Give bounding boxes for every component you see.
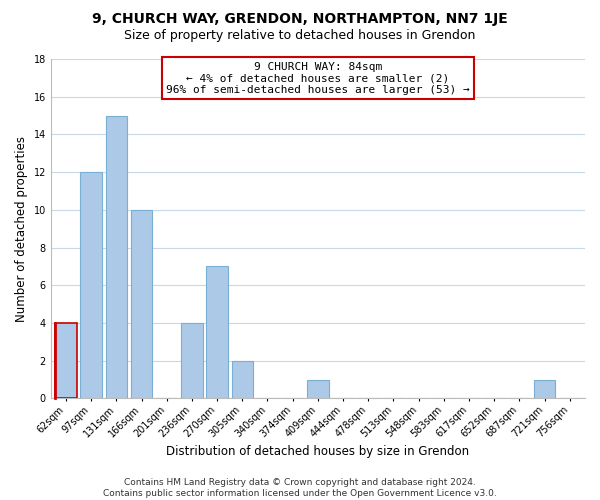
Bar — [181, 323, 203, 398]
Text: 9, CHURCH WAY, GRENDON, NORTHAMPTON, NN7 1JE: 9, CHURCH WAY, GRENDON, NORTHAMPTON, NN7… — [92, 12, 508, 26]
Bar — [232, 361, 253, 399]
Bar — [106, 116, 127, 399]
Bar — [206, 266, 228, 398]
Bar — [307, 380, 329, 398]
Text: Size of property relative to detached houses in Grendon: Size of property relative to detached ho… — [124, 28, 476, 42]
Y-axis label: Number of detached properties: Number of detached properties — [15, 136, 28, 322]
Bar — [131, 210, 152, 398]
Bar — [80, 172, 102, 398]
X-axis label: Distribution of detached houses by size in Grendon: Distribution of detached houses by size … — [166, 444, 469, 458]
Bar — [534, 380, 556, 398]
Bar — [55, 323, 77, 398]
Text: 9 CHURCH WAY: 84sqm
← 4% of detached houses are smaller (2)
96% of semi-detached: 9 CHURCH WAY: 84sqm ← 4% of detached hou… — [166, 62, 470, 95]
Text: Contains HM Land Registry data © Crown copyright and database right 2024.
Contai: Contains HM Land Registry data © Crown c… — [103, 478, 497, 498]
